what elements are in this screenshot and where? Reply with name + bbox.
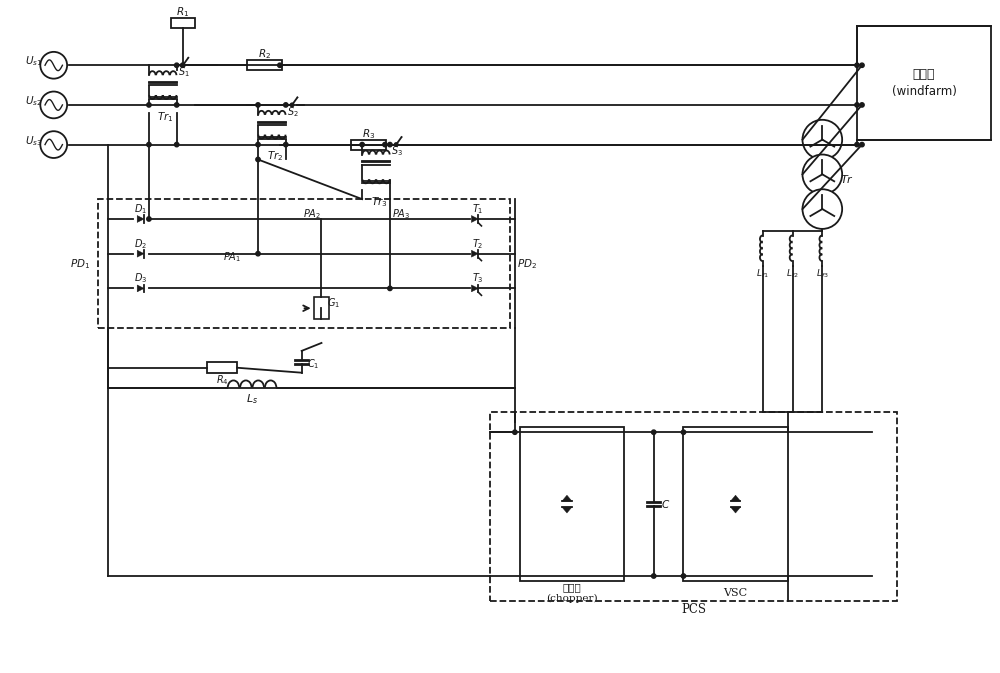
Bar — [520, 427, 624, 581]
Circle shape — [40, 52, 67, 79]
Polygon shape — [562, 507, 572, 513]
Text: $Tr_3$: $Tr_3$ — [371, 195, 387, 209]
Circle shape — [284, 103, 288, 107]
Text: $Tr_1$: $Tr_1$ — [157, 110, 174, 124]
Circle shape — [860, 63, 864, 67]
Text: $L_s$: $L_s$ — [246, 392, 258, 406]
Circle shape — [681, 574, 686, 578]
Text: $D_3$: $D_3$ — [134, 272, 148, 285]
Polygon shape — [471, 285, 478, 292]
Bar — [683, 427, 788, 581]
Circle shape — [802, 189, 842, 229]
Circle shape — [855, 143, 859, 147]
Text: $S_3$: $S_3$ — [391, 145, 403, 158]
Bar — [351, 139, 386, 149]
Text: $PA_3$: $PA_3$ — [392, 207, 410, 221]
Text: $D_1$: $D_1$ — [134, 202, 148, 216]
Text: $T_3$: $T_3$ — [472, 272, 484, 285]
Circle shape — [802, 155, 842, 194]
Text: 风电场: 风电场 — [913, 68, 935, 81]
Circle shape — [388, 143, 392, 147]
Circle shape — [256, 252, 260, 256]
Polygon shape — [137, 215, 144, 223]
Circle shape — [175, 143, 179, 147]
Circle shape — [278, 63, 282, 67]
Text: $R_1$: $R_1$ — [176, 5, 189, 19]
Text: $S_2$: $S_2$ — [287, 105, 299, 118]
Circle shape — [802, 120, 842, 160]
Circle shape — [855, 103, 859, 107]
Text: $T_1$: $T_1$ — [472, 202, 484, 216]
Text: VSC: VSC — [723, 588, 748, 598]
Circle shape — [860, 103, 864, 107]
Circle shape — [147, 143, 151, 147]
Circle shape — [180, 63, 185, 67]
Text: $PD_2$: $PD_2$ — [517, 256, 537, 271]
Circle shape — [681, 430, 686, 434]
Circle shape — [40, 131, 67, 158]
Text: $Tr_2$: $Tr_2$ — [267, 149, 283, 164]
Circle shape — [290, 103, 294, 107]
Circle shape — [256, 103, 260, 107]
Text: $PD_1$: $PD_1$ — [70, 256, 91, 271]
Circle shape — [652, 430, 656, 434]
Bar — [247, 61, 282, 70]
Bar — [857, 26, 991, 139]
Circle shape — [394, 143, 398, 147]
Text: $L_{f1}$: $L_{f1}$ — [756, 267, 769, 280]
Text: $R_4$: $R_4$ — [216, 373, 229, 386]
Circle shape — [147, 217, 151, 221]
Circle shape — [360, 143, 364, 147]
Polygon shape — [137, 250, 144, 257]
Polygon shape — [562, 495, 572, 501]
Circle shape — [284, 143, 288, 147]
Circle shape — [175, 63, 179, 67]
Text: $PA_2$: $PA_2$ — [303, 207, 321, 221]
Text: $Tr$: $Tr$ — [840, 174, 854, 185]
Polygon shape — [731, 495, 740, 501]
Text: $PA_1$: $PA_1$ — [223, 250, 241, 264]
Text: $T_2$: $T_2$ — [472, 237, 484, 250]
Polygon shape — [471, 215, 478, 223]
Text: $C$: $C$ — [661, 498, 670, 510]
Circle shape — [175, 103, 179, 107]
Circle shape — [652, 574, 656, 578]
Text: $R_3$: $R_3$ — [362, 127, 375, 141]
Bar — [207, 362, 237, 374]
Polygon shape — [731, 507, 740, 513]
Text: $L_{f3}$: $L_{f3}$ — [816, 267, 829, 280]
Circle shape — [256, 143, 260, 147]
Circle shape — [40, 92, 67, 118]
Text: (windfarm): (windfarm) — [892, 85, 956, 98]
Bar — [490, 413, 897, 601]
Circle shape — [855, 63, 859, 67]
Bar — [171, 18, 195, 28]
Text: $S_1$: $S_1$ — [178, 65, 190, 79]
Text: $U_{s3}$: $U_{s3}$ — [25, 134, 43, 147]
Circle shape — [513, 430, 517, 434]
Circle shape — [383, 143, 387, 147]
Text: $U_{s2}$: $U_{s2}$ — [25, 94, 42, 108]
Polygon shape — [137, 285, 144, 292]
Circle shape — [388, 286, 392, 291]
Polygon shape — [471, 250, 478, 257]
Text: $U_{s1}$: $U_{s1}$ — [25, 55, 43, 68]
Text: $G_1$: $G_1$ — [327, 296, 340, 310]
Text: $C_1$: $C_1$ — [307, 357, 320, 371]
Circle shape — [181, 63, 185, 67]
Text: $R_2$: $R_2$ — [258, 48, 271, 61]
Text: PCS: PCS — [681, 603, 706, 616]
Bar — [98, 199, 510, 328]
Bar — [314, 297, 329, 319]
Text: $L_{f2}$: $L_{f2}$ — [786, 267, 799, 280]
Circle shape — [860, 143, 864, 147]
Circle shape — [256, 157, 260, 162]
Text: $D_2$: $D_2$ — [134, 237, 148, 250]
Circle shape — [147, 103, 151, 107]
Text: 斩波器
(chopper): 斩波器 (chopper) — [546, 583, 598, 602]
